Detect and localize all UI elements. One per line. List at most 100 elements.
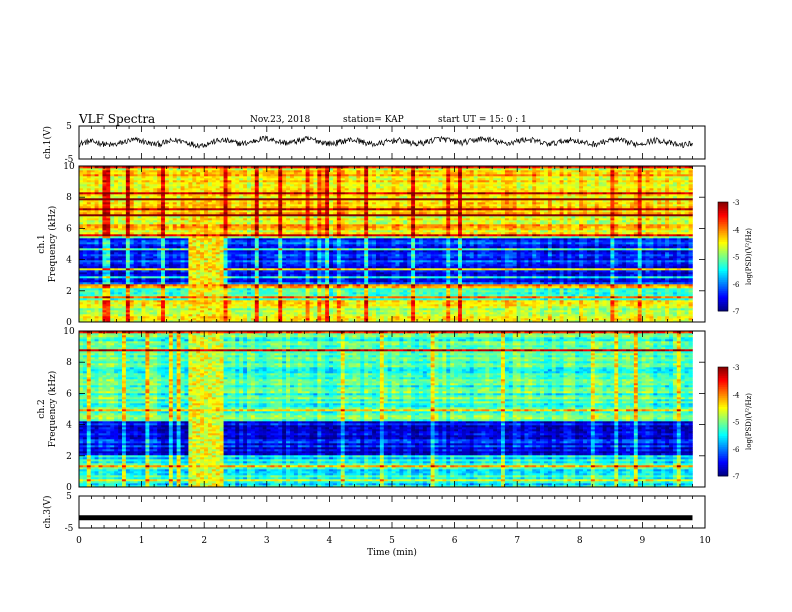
ch1-spectrogram-cell [239, 234, 244, 237]
ch1-spectrogram-cell [137, 218, 142, 221]
ch1-spectrogram-cell [133, 236, 138, 239]
ch1-spectrogram-cell [145, 238, 150, 241]
ch1-spectrogram-cell [196, 284, 201, 287]
ch1-spectrogram-cell [270, 296, 275, 299]
ch1-spectrogram-cell [90, 314, 95, 317]
ch1-spectrogram-cell [282, 172, 287, 175]
ch1-spectrogram-cell [141, 252, 146, 255]
ch1-spectrogram-cell [79, 190, 84, 193]
ch1-spectrogram-cell [270, 286, 275, 289]
ch1-spectrogram-cell [192, 204, 197, 207]
ch1-spectrogram-cell [258, 284, 263, 287]
ch1-spectrogram-cell [317, 294, 322, 297]
ch1-spectrogram-cell [297, 316, 303, 319]
ch1-spectrogram-cell [270, 314, 275, 317]
ch1-spectrogram-cell [235, 218, 240, 221]
ch1-spectrogram-cell [219, 280, 224, 283]
ch1-spectrogram-cell [262, 308, 267, 311]
ch1-spectrogram-cell [86, 238, 92, 241]
ch1-spectrogram-cell [223, 288, 228, 291]
ch1-spectrogram-cell [274, 302, 279, 305]
ch1-spectrogram-cell [137, 250, 142, 253]
ch1-spectrogram-cell [133, 314, 138, 317]
ch1-spectrogram-cell [243, 210, 248, 213]
ch1-spectrogram-cell [125, 296, 131, 299]
ch1-spectrogram-cell [243, 196, 248, 199]
ch1-spectrogram-cell [278, 274, 283, 277]
ch1-spectrogram-cell [211, 266, 217, 269]
ch1-spectrogram-cell [137, 188, 142, 191]
ch1-spectrogram-cell [82, 302, 88, 305]
ch1-spectrogram-cell [164, 202, 170, 205]
ch1-spectrogram-cell [129, 316, 135, 319]
ch1-spectrogram-cell [184, 180, 189, 183]
ch1-spectrogram-cell [274, 220, 279, 223]
ch1-spectrogram-cell [301, 280, 306, 283]
ch1-spectrogram-cell [141, 242, 146, 245]
ch1-spectrogram-cell [254, 234, 260, 237]
ch1-spectrogram-cell [266, 316, 271, 319]
ch1-spectrogram-cell [121, 266, 127, 269]
ch1-spectrogram-cell [110, 282, 115, 285]
ch1-spectrogram-cell [94, 256, 99, 259]
ch1-spectrogram-cell [274, 264, 279, 267]
ch1-spectrogram-cell [266, 318, 271, 321]
ch1-spectrogram-cell [235, 256, 240, 259]
ch1-spectrogram-cell [266, 280, 271, 283]
ch1-spectrogram-cell [223, 226, 228, 229]
ch1-spectrogram-cell [223, 304, 228, 307]
ch1-spectrogram-cell [82, 226, 88, 229]
ch1-spectrogram-cell [149, 306, 154, 309]
ch1-spectrogram-cell [106, 188, 111, 191]
ch1-spectrogram-cell [141, 194, 146, 197]
ch1-spectrogram-cell [282, 312, 287, 315]
ch1-spectrogram-cell [262, 228, 267, 231]
ch1-spectrogram-cell [266, 238, 271, 241]
ch1-spectrogram-cell [137, 260, 142, 263]
ch1-spectrogram-cell [145, 308, 150, 311]
ch1-spectrogram-cell [254, 278, 260, 281]
ch1-spectrogram-cell [235, 182, 240, 185]
ch1-spectrogram-cell [254, 204, 260, 207]
ch1-spectrogram-cell [297, 292, 303, 295]
ch1-spectrogram-cell [157, 190, 162, 193]
ch1-spectrogram-cell [227, 200, 232, 203]
ch1-spectrogram-cell [266, 210, 271, 213]
ch1-spectrogram-cell [94, 292, 99, 295]
ch1-spectrogram-cell [278, 260, 283, 263]
ch1-spectrogram-cell [168, 304, 174, 307]
ch1-spectrogram-cell [82, 288, 88, 291]
ch1-spectrogram-cell [184, 224, 189, 227]
ch1-spectrogram-cell [98, 310, 103, 313]
ch1-spectrogram-cell [297, 320, 303, 323]
ch1-spectrogram-cell [231, 314, 236, 317]
ch1-spectrogram-cell [149, 310, 154, 313]
ch1-spectrogram-cell [204, 312, 209, 315]
ch1-spectrogram-cell [161, 212, 166, 215]
ch1-spectrogram-cell [247, 308, 252, 311]
ch1-spectrogram-cell [266, 170, 271, 173]
ch1-spectrogram-cell [317, 250, 322, 253]
ch1-spectrogram-cell [79, 264, 84, 267]
ch1-spectrogram-cell [297, 180, 303, 183]
ch1-spectrogram-cell [317, 248, 322, 251]
ch1-spectrogram-cell [192, 220, 197, 223]
ch1-spectrogram-cell [188, 168, 193, 171]
ch1-spectrogram-cell [278, 294, 283, 297]
ch1-spectrogram-cell [110, 216, 115, 219]
ch1-spectrogram-cell [121, 168, 127, 171]
ch1-spectrogram-cell [125, 304, 131, 307]
ch1-spectrogram-cell [98, 282, 103, 285]
ch1-spectrogram-cell [282, 266, 287, 269]
ch1-spectrogram-cell [176, 262, 181, 265]
ch1-spectrogram-cell [94, 272, 99, 275]
ch1-spectrogram-cell [161, 256, 166, 259]
ch1-spectrogram-cell [317, 220, 322, 223]
ch1-spectrogram-cell [161, 254, 166, 257]
ch1-spectrogram-cell [305, 218, 310, 221]
ch1-spectrogram-cell [231, 240, 236, 243]
ch1-spectrogram-cell [145, 316, 150, 319]
ch1-spectrogram-cell [157, 212, 162, 215]
ch1-spectrogram-cell [114, 250, 119, 253]
ch1-spectrogram-cell [106, 228, 111, 231]
